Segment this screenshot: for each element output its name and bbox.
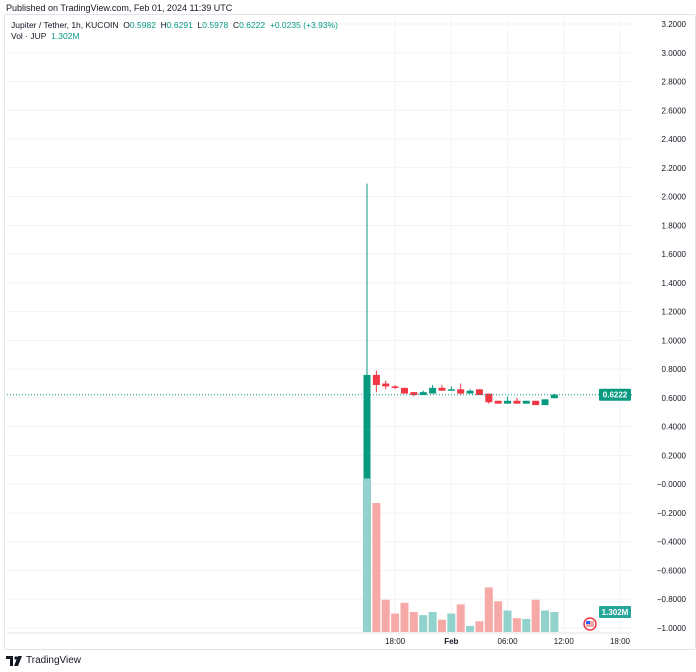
brand-name: TradingView [26,655,82,666]
volume-bar [466,625,475,632]
high-label: H [160,20,167,30]
candle-body [429,387,437,394]
open-label: O [123,20,130,30]
candle-body [550,394,558,399]
candle-body [466,390,474,394]
last-price-label: 0.6222 [603,391,628,400]
candle-body [438,387,446,391]
candle-body [532,400,540,406]
y-tick-label: 3.2000 [662,20,687,29]
candle-body [457,389,465,394]
y-tick-label: −1.0000 [657,624,687,633]
x-tick-label: 06:00 [498,637,519,646]
y-tick-label: −0.4000 [657,538,687,547]
y-tick-label: 1.4000 [662,279,687,288]
close-label: C [233,20,240,30]
candle-body [382,383,390,387]
candle-body [419,392,427,396]
volume-bar [550,612,559,632]
candle-body [513,400,521,404]
volume-bar [541,610,550,632]
y-tick-label: 2.2000 [662,164,687,173]
candle-body [363,374,371,479]
y-tick-label: 0.8000 [662,365,687,374]
volume-bar [428,612,437,632]
volume-bar [400,602,409,632]
close-value: 0.6222 [239,20,266,30]
low-label: L [197,20,203,30]
y-tick-label: 0.6000 [662,394,687,403]
x-tick-label: 18:00 [610,637,631,646]
candle-body [475,389,483,396]
y-tick-label: 0.4000 [662,423,687,432]
published-note: Published on TradingView.com, Feb 01, 20… [6,3,233,13]
candle-body [541,399,549,406]
volume-bar [531,599,540,632]
y-tick-label: 3.0000 [662,49,687,58]
candle-body [400,387,408,394]
volume-bar [475,621,484,632]
candle-body [391,386,399,388]
high-value: 0.6291 [166,20,193,30]
y-tick-label: 2.8000 [662,78,687,87]
y-tick-label: −0.2000 [657,509,687,518]
last-volume-label: 1.302M [602,608,629,617]
volume-bar [512,618,521,632]
tradingview-logo-icon [6,655,22,666]
y-tick-label: −0.8000 [657,595,687,604]
volume-bar [381,599,390,632]
volume-bar [494,601,503,632]
volume-bar [484,587,493,632]
legend: Jupiter / Tether, 1h, KUCOIN O0.5982 H0.… [11,20,338,42]
y-tick-label: 1.0000 [662,336,687,345]
candle-body [522,400,530,404]
volume-bar [447,613,456,632]
x-tick-label: Feb [444,637,458,646]
volume-bar [409,612,418,632]
candle-body [410,392,418,396]
y-tick-label: 1.8000 [662,221,687,230]
y-tick-label: −0.0000 [657,480,687,489]
candle-body [447,389,455,391]
volume-value: 1.302M [51,31,80,41]
y-tick-label: −0.6000 [657,566,687,575]
volume-bar [391,613,400,632]
volume-bar [437,619,446,632]
volume-bar [456,604,465,632]
candle-body [485,393,493,403]
us-flag-icon [586,621,590,624]
y-tick-label: 2.0000 [662,193,687,202]
low-value: 0.5978 [202,20,229,30]
y-tick-label: 2.4000 [662,135,687,144]
open-value: 0.5982 [129,20,156,30]
y-tick-label: 1.6000 [662,250,687,259]
volume-bar [503,610,512,632]
candle-body [494,400,502,404]
symbol-title: Jupiter / Tether, 1h, KUCOIN [11,20,119,30]
y-tick-label: 0.2000 [662,451,687,460]
volume-label: Vol · JUP [11,31,47,41]
x-tick-label: 12:00 [554,637,575,646]
change-value: +0.0235 (+3.93%) [269,20,338,30]
volume-bar [372,502,381,632]
y-tick-label: 2.6000 [662,106,687,115]
candle-body [372,374,380,385]
y-tick-label: 1.2000 [662,308,687,317]
last-price-badge [599,388,631,401]
last-volume-badge [599,606,631,618]
tradingview-logo[interactable]: TradingView [6,655,81,666]
candle-body [504,400,512,404]
volume-bar [419,615,428,632]
volume-bar [522,618,531,632]
x-tick-label: 18:00 [385,637,406,646]
volume-bar [363,478,371,632]
